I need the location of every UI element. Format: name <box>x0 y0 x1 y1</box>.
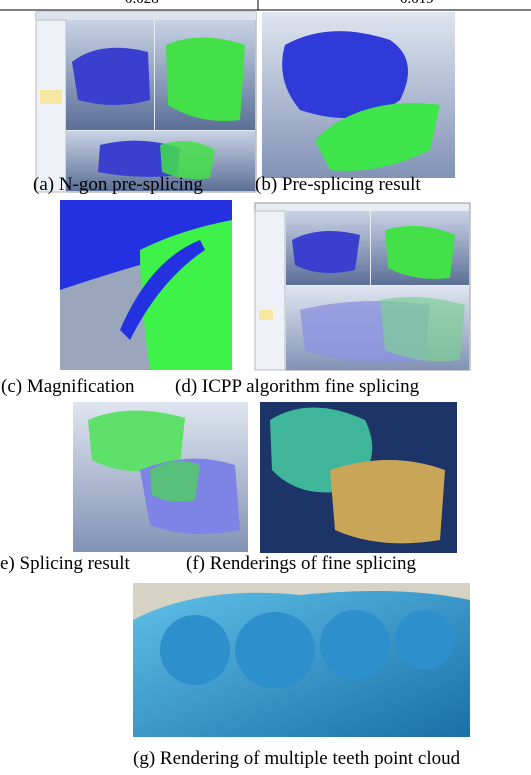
panel-g <box>133 583 470 737</box>
panel-e <box>73 402 248 552</box>
caption: (b) Pre-splicing result <box>255 174 421 196</box>
table-cell: 0.028 <box>125 0 159 8</box>
panel-b <box>262 12 455 178</box>
caption: (g) Rendering of multiple teeth point cl… <box>133 748 460 770</box>
page: 0.028 0.019 (a) N-gon pre-splicing (b) P… <box>0 0 531 775</box>
panel-f <box>260 402 457 553</box>
caption: (f) Renderings of fine splicing <box>186 553 416 575</box>
panel-d <box>255 203 470 370</box>
caption: (d) ICPP algorithm fine splicing <box>175 376 419 398</box>
table-cell: 0.019 <box>400 0 434 8</box>
caption: e) Splicing result <box>0 553 130 575</box>
caption: (a) N-gon pre-splicing <box>33 174 203 196</box>
caption: (c) Magnification <box>1 376 134 398</box>
panel-a <box>36 12 256 192</box>
panel-c <box>60 200 232 370</box>
